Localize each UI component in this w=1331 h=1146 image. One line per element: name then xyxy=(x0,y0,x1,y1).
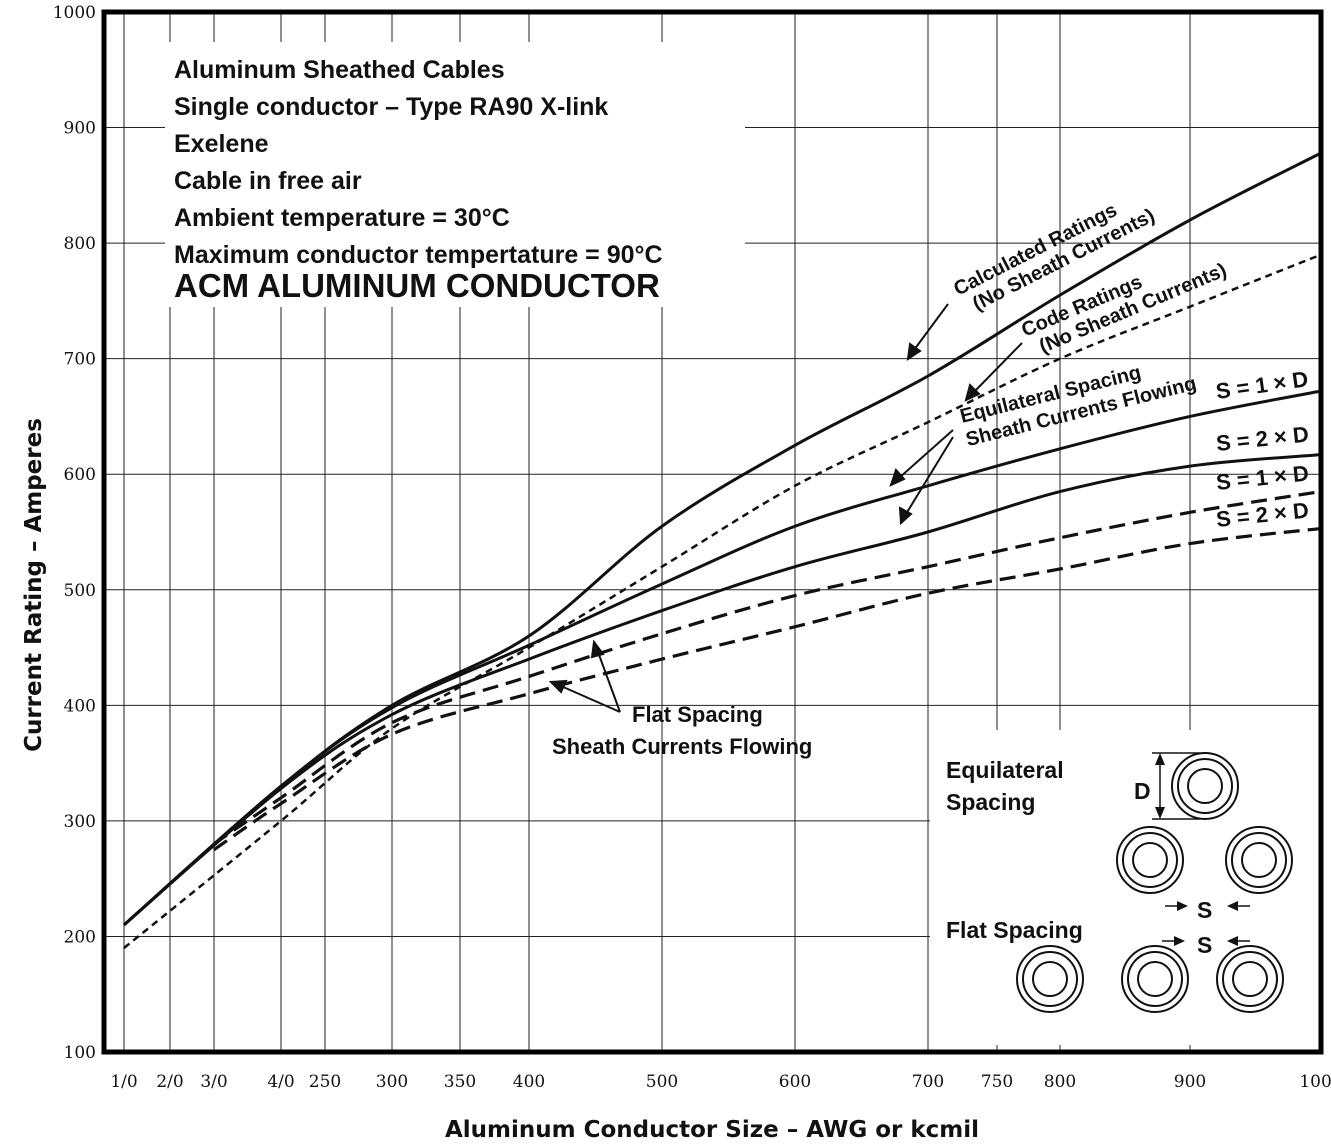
x-axis-label: Aluminum Conductor Size – AWG or kcmil xyxy=(445,1117,979,1143)
legend-flat-spacing: Flat Spacing xyxy=(946,917,1083,943)
dimension-arrowheads xyxy=(1155,753,1238,946)
label-s1d-dashed: S = 1 × D xyxy=(1215,460,1310,495)
y-tick-label: 100 xyxy=(64,1043,96,1063)
title-line-1: Aluminum Sheathed Cables xyxy=(174,56,505,84)
x-tick-label: 750 xyxy=(981,1072,1013,1092)
x-tick-label: 1/0 xyxy=(110,1072,137,1092)
series-group xyxy=(123,151,1322,949)
y-tick-label: 600 xyxy=(64,465,96,485)
x-tick-label: 600 xyxy=(779,1072,811,1092)
title-line-5: Ambient temperature = 30°C xyxy=(174,204,510,232)
cable-icon xyxy=(1016,945,1084,1013)
y-axis-label: Current Rating – Amperes xyxy=(21,418,47,752)
x-tick-label: 350 xyxy=(444,1072,476,1092)
y-tick-label: 400 xyxy=(64,696,96,716)
y-axis-ticks: 1000 900 800 700 600 500 400 300 200 100 xyxy=(53,3,96,1063)
y-tick-label: 500 xyxy=(64,581,96,601)
title-panel xyxy=(165,42,745,307)
series-line-2 xyxy=(123,253,1322,949)
x-tick-label: 3/0 xyxy=(200,1072,227,1092)
annotation-flat-line-1: Flat Spacing xyxy=(632,702,763,727)
series-line-3 xyxy=(123,389,1322,927)
y-tick-label: 1000 xyxy=(53,3,96,23)
x-tick-label: 400 xyxy=(513,1072,545,1092)
title-line-2: Single conductor – Type RA90 X-link xyxy=(174,93,608,121)
x-tick-label: 800 xyxy=(1044,1072,1076,1092)
x-tick-label: 2/0 xyxy=(156,1072,183,1092)
cable-icon xyxy=(1225,826,1293,894)
x-tick-label: 300 xyxy=(376,1072,408,1092)
x-tick-label: 500 xyxy=(646,1072,678,1092)
legend-equilateral-line-1: Equilateral xyxy=(946,757,1064,783)
x-tick-label: 250 xyxy=(309,1072,341,1092)
annotation-flat-line-2: Sheath Currents Flowing xyxy=(552,734,812,759)
cable-icon xyxy=(1121,945,1189,1013)
title-line-4: Cable in free air xyxy=(174,167,362,195)
y-tick-label: 900 xyxy=(64,119,96,139)
label-s1d-solid: S = 1 × D xyxy=(1214,366,1310,404)
y-tick-label: 700 xyxy=(64,350,96,370)
legend-s-label-2: S xyxy=(1197,932,1212,958)
x-tick-label: 4/0 xyxy=(267,1072,294,1092)
annotation-equilateral: Equilateral Spacing Sheath Currents Flow… xyxy=(958,349,1199,451)
x-tick-label: 700 xyxy=(912,1072,944,1092)
cable-diagram xyxy=(1016,752,1293,1013)
plot-frame xyxy=(101,9,1324,1055)
x-tick-label: 1000 xyxy=(1299,1072,1331,1092)
cable-icon xyxy=(1116,826,1184,894)
annotation-arrows xyxy=(548,303,1023,713)
x-tick-label: 900 xyxy=(1174,1072,1206,1092)
y-tick-label: 200 xyxy=(64,927,96,947)
label-s2d-solid: S = 2 × D xyxy=(1215,421,1310,456)
legend-d-label: D xyxy=(1134,778,1151,804)
legend-equilateral-line-2: Spacing xyxy=(946,789,1035,815)
series-line-6 xyxy=(213,526,1322,852)
x-axis-ticks: 1/0 2/0 3/0 4/0 250 300 350 400 500 600 700 750 800 9… xyxy=(110,1072,1331,1092)
title-line-6: Maximum conductor tempertature = 90°C xyxy=(174,241,663,269)
cable-icon xyxy=(1216,945,1284,1013)
legend-s-label-1: S xyxy=(1197,897,1212,923)
title-main: ACM ALUMINUM CONDUCTOR xyxy=(174,267,660,304)
label-s2d-dashed: S = 2 × D xyxy=(1215,497,1310,532)
y-tick-label: 300 xyxy=(64,812,96,832)
title-line-3: Exelene xyxy=(174,130,269,158)
cable-icon xyxy=(1171,752,1239,820)
series-line-4 xyxy=(123,453,1322,927)
y-tick-label: 800 xyxy=(64,234,96,254)
